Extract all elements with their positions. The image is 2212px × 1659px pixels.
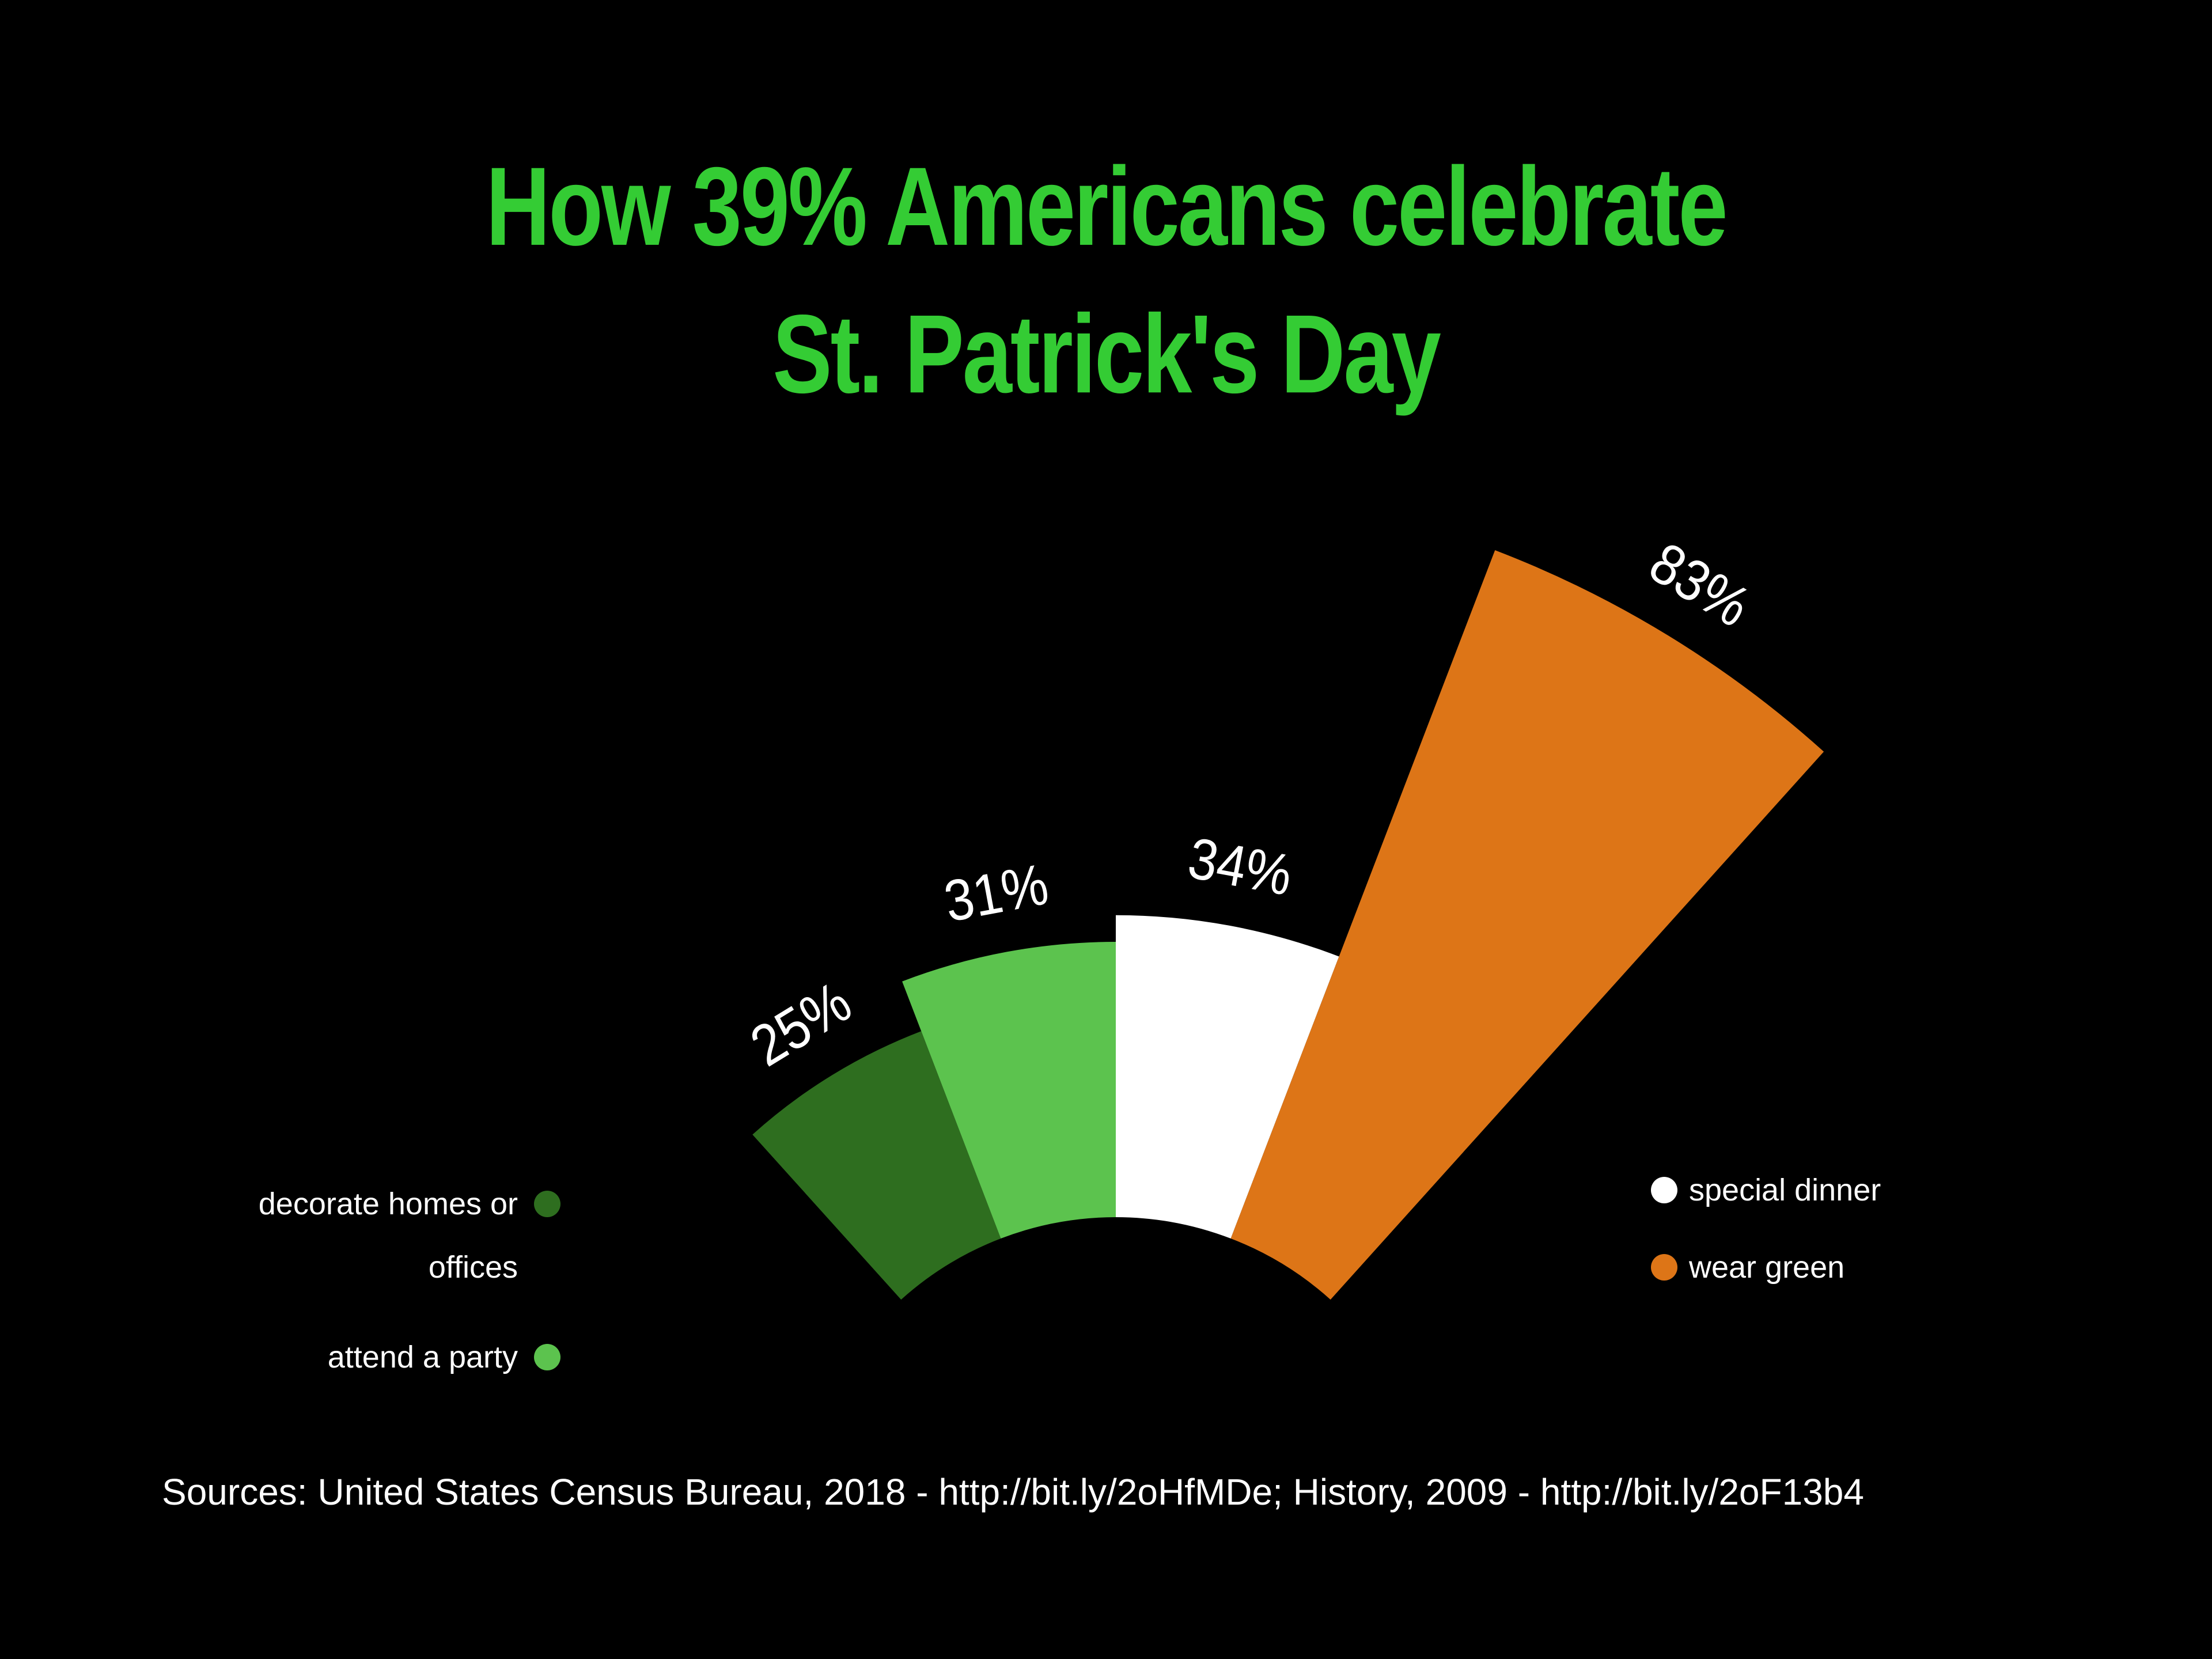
legend-dot-icon [534,1191,560,1217]
source-note: Sources: United States Census Bureau, 20… [162,1471,1864,1513]
legend-label-wear-green: wear green [1689,1250,1845,1285]
wedge-value-label: 83% [1639,531,1761,639]
legend-dot-icon [534,1344,560,1370]
wedge-value-label: 31% [940,852,1053,934]
legend-label-decorate: decorate homes or offices [258,1187,518,1285]
wedge-special-dinner [1116,915,1339,1238]
legend-right: special dinner wear green [1651,1158,1881,1299]
title-line-2: St. Patrick's Day [772,291,1441,416]
wedge-decorate-homes-or-offices [752,1031,1001,1300]
page-title: How 39% Americans celebrate St. Patrick'… [0,132,2212,428]
title-line-1: How 39% Americans celebrate [486,144,1728,269]
legend-item-attend-party: attend a party [230,1325,560,1389]
wedge-value-label: 34% [1183,826,1297,908]
wedge-wear-green [1230,550,1824,1300]
legend-label-special-dinner: special dinner [1689,1173,1881,1207]
legend-item-special-dinner: special dinner [1651,1158,1881,1222]
wedge-attend-a-party [902,942,1116,1238]
legend-dot-icon [1651,1177,1677,1203]
legend-item-wear-green: wear green [1651,1236,1881,1299]
legend-dot-icon [1651,1254,1677,1281]
legend-left: decorate homes or offices attend a party [230,1172,560,1389]
legend-label-attend-party: attend a party [327,1340,518,1374]
legend-item-decorate: decorate homes or offices [230,1172,560,1299]
wedge-value-label: 25% [740,969,862,1078]
